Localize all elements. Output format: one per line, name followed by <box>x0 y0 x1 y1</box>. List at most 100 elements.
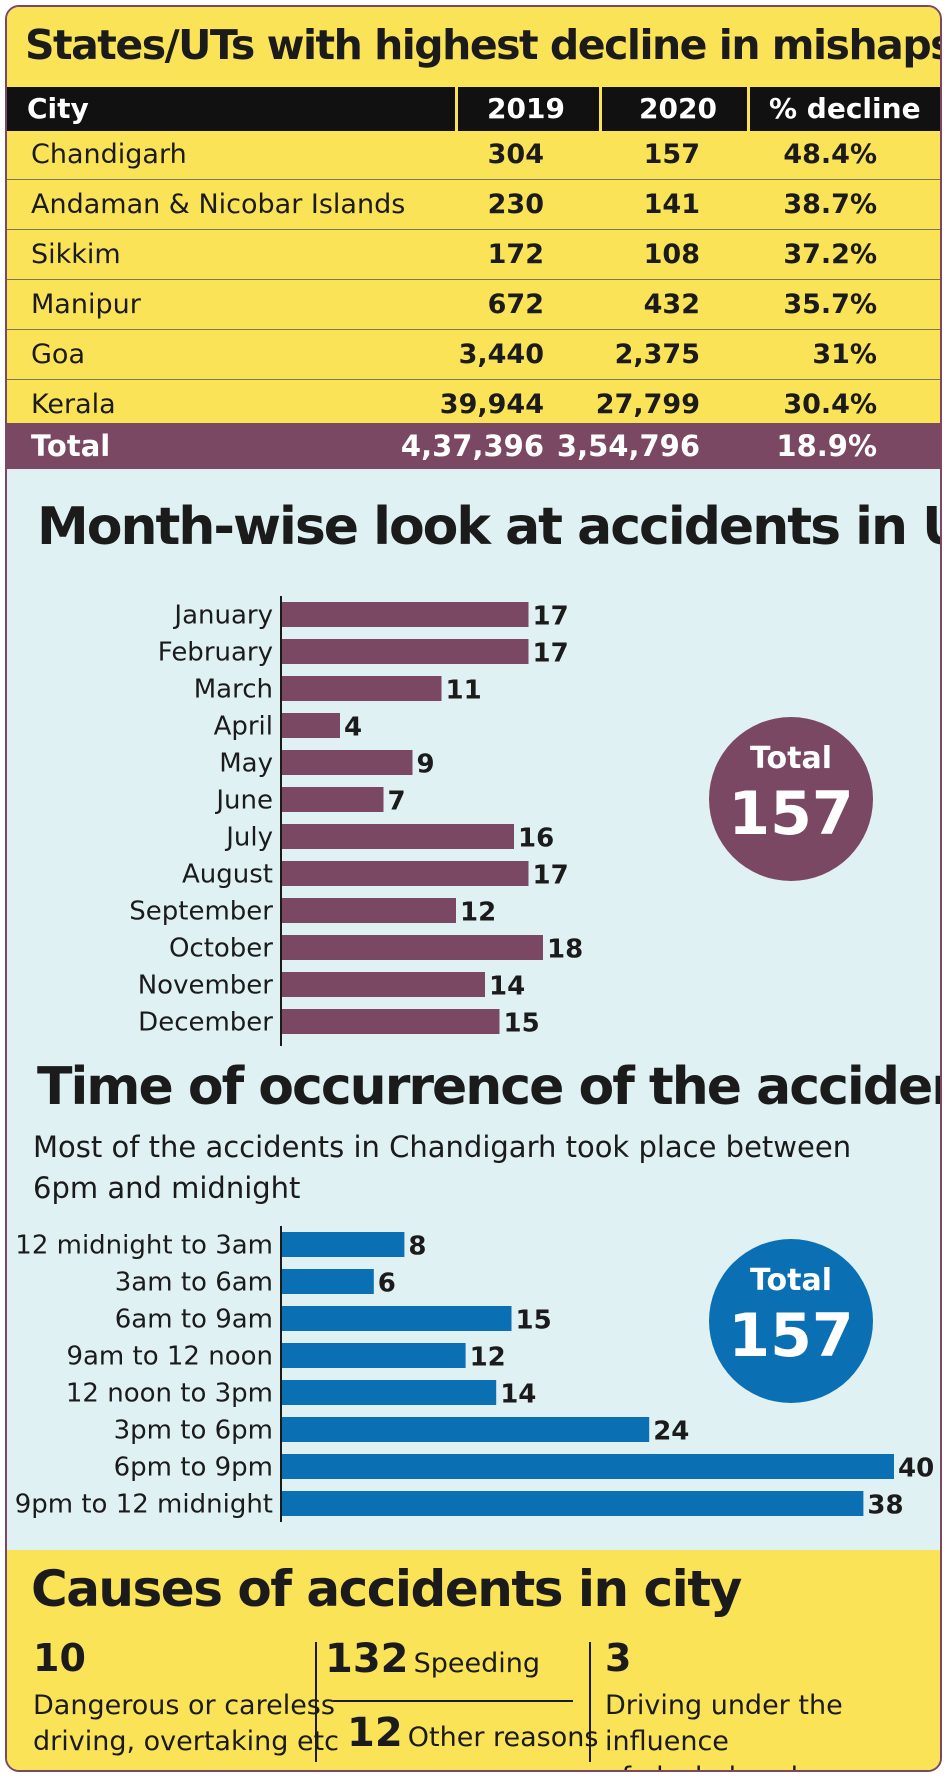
cause-label-line: Dangerous or careless <box>33 1690 335 1721</box>
cell-decline: 48.4% <box>783 139 877 170</box>
category-label: 12 midnight to 3am <box>15 1231 273 1261</box>
cause-label-line: driving, overtaking etc <box>33 1726 339 1757</box>
subtitle-line-2: 6pm and midnight <box>33 1171 301 1205</box>
divider <box>333 1700 573 1702</box>
cell-2020: 157 <box>643 139 700 170</box>
category-label: 6am to 9am <box>115 1305 273 1335</box>
time-total-badge: Total 157 <box>709 1239 873 1403</box>
time-chart-subtitle: Most of the accidents in Chandigarh took… <box>33 1127 883 1209</box>
category-label: November <box>138 971 274 1001</box>
bar <box>282 713 340 738</box>
table-row: Andaman & Nicobar Islands 230 141 38.7% <box>7 181 940 230</box>
cell-2019: 304 <box>487 139 544 170</box>
category-label: 3am to 6am <box>115 1268 273 1298</box>
table-total-row: Total 4,37,396 3,54,796 18.9% <box>7 423 940 469</box>
bar <box>282 602 529 627</box>
bar <box>282 787 384 812</box>
category-label: 9am to 12 noon <box>66 1342 273 1372</box>
cell-city: Goa <box>31 339 85 370</box>
table-row: Chandigarh 304 157 48.4% <box>7 131 940 180</box>
cause-label: Dangerous or careless driving, overtakin… <box>33 1688 339 1760</box>
subtitle-line-1: Most of the accidents in Chandigarh took… <box>33 1130 852 1164</box>
value-label: 15 <box>516 1306 552 1336</box>
cell-2019: 172 <box>487 239 544 270</box>
value-label: 11 <box>446 676 482 706</box>
causes-title: Causes of accidents in city <box>31 1560 742 1618</box>
divider <box>315 1642 317 1762</box>
time-total-label: Total <box>750 1263 832 1298</box>
bar <box>282 639 529 664</box>
header-decline: % decline <box>769 92 921 125</box>
value-label: 6 <box>378 1269 396 1299</box>
table-header: City 2019 2020 % decline <box>7 87 940 131</box>
cell-2020: 108 <box>643 239 700 270</box>
bar <box>282 676 442 701</box>
cell-city: Andaman & Nicobar Islands <box>31 189 406 220</box>
cell-decline: 38.7% <box>783 189 877 220</box>
value-label: 17 <box>533 602 569 632</box>
bar <box>282 1491 864 1516</box>
cause-number: 10 <box>33 1636 86 1680</box>
cell-city: Kerala <box>31 389 116 420</box>
bar <box>282 1343 466 1368</box>
cell-city: Manipur <box>31 289 141 320</box>
bar <box>282 1417 650 1442</box>
cell-2019: 39,944 <box>439 389 544 420</box>
value-label: 15 <box>504 1009 540 1039</box>
cell-2020: 27,799 <box>595 389 700 420</box>
value-label: 18 <box>547 935 583 965</box>
category-label: 3pm to 6pm <box>114 1416 273 1446</box>
total-2019: 4,37,396 <box>400 429 544 463</box>
category-label: April <box>214 712 273 742</box>
cause-number: 12 <box>347 1710 403 1756</box>
cell-2020: 141 <box>643 189 700 220</box>
time-chart-title: Time of occurrence of the accidents <box>37 1057 942 1117</box>
infographic: States/UTs with highest decline in misha… <box>5 5 942 1772</box>
value-label: 14 <box>500 1380 536 1410</box>
category-label: August <box>182 860 273 890</box>
cell-decline: 37.2% <box>783 239 877 270</box>
category-label: October <box>169 934 273 964</box>
cause-speeding: 132 Speeding <box>325 1636 540 1682</box>
category-label: January <box>172 601 273 631</box>
table-row: Goa 3,440 2,375 31% <box>7 331 940 380</box>
cell-2019: 230 <box>487 189 544 220</box>
time-bar-chart: 12 midnight to 3am 8 3am to 6am 6 6am to 9am… <box>15 1226 934 1522</box>
cause-number: 3 <box>605 1636 632 1680</box>
cell-2020: 2,375 <box>614 339 700 370</box>
total-2020: 3,54,796 <box>556 429 700 463</box>
bar <box>282 898 456 923</box>
cause-label: Speeding <box>413 1648 540 1679</box>
month-chart-title: Month-wise look at accidents in UT <box>37 497 942 557</box>
value-label: 12 <box>470 1343 506 1373</box>
table-row: Sikkim 172 108 37.2% <box>7 231 940 280</box>
cell-decline: 35.7% <box>783 289 877 320</box>
category-label: 6pm to 9pm <box>114 1453 273 1483</box>
value-label: 12 <box>460 898 496 928</box>
header-2019: 2019 <box>487 92 565 125</box>
table-title: States/UTs with highest decline in misha… <box>25 21 942 69</box>
total-label: Total <box>31 429 111 463</box>
table-row: Manipur 672 432 35.7% <box>7 281 940 330</box>
bar <box>282 1232 405 1257</box>
total-decline: 18.9% <box>776 429 877 463</box>
bar <box>282 1306 512 1331</box>
category-label: 12 noon to 3pm <box>66 1379 273 1409</box>
cell-2019: 3,440 <box>458 339 544 370</box>
value-label: 16 <box>518 824 554 854</box>
value-label: 7 <box>388 787 406 817</box>
category-label: December <box>138 1008 273 1038</box>
category-label: 9pm to 12 midnight <box>15 1490 273 1520</box>
category-label: June <box>214 786 273 816</box>
value-label: 8 <box>408 1232 426 1262</box>
cause-careless-driving: 10 Dangerous or careless driving, overta… <box>33 1636 339 1760</box>
header-city: City <box>27 92 89 125</box>
value-label: 40 <box>898 1454 934 1484</box>
value-label: 4 <box>344 713 362 743</box>
bar <box>282 972 485 997</box>
cause-label: Other reasons <box>407 1722 599 1753</box>
cell-city: Chandigarh <box>31 139 187 170</box>
value-label: 17 <box>533 639 569 669</box>
table-row: Kerala 39,944 27,799 30.4% <box>7 381 940 429</box>
cause-label-line: Driving under the influence <box>605 1690 843 1757</box>
